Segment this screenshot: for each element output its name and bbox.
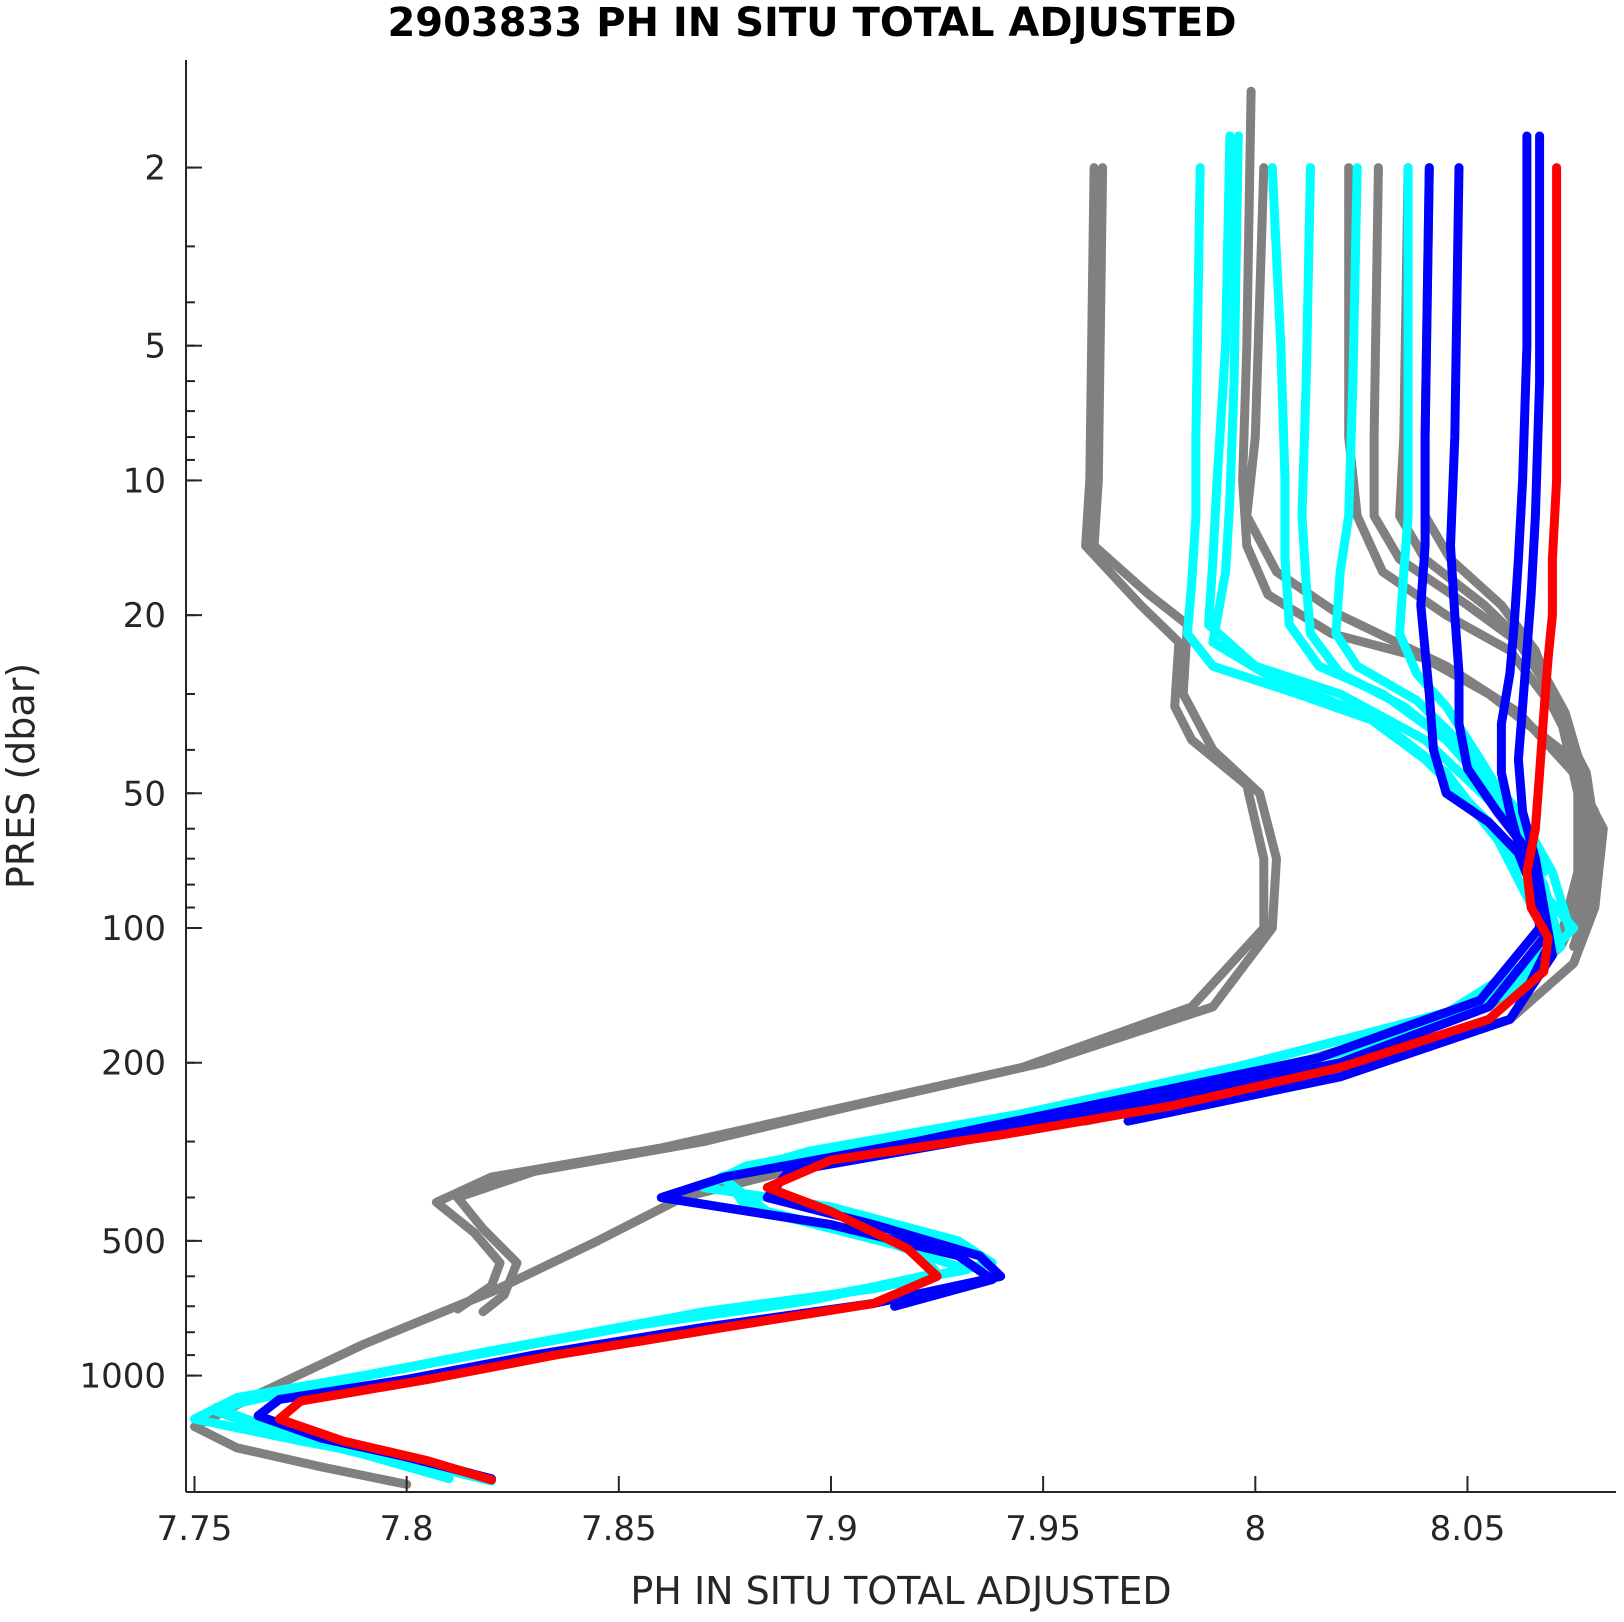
x-axis-label: PH IN SITU TOTAL ADJUSTED <box>630 1569 1171 1613</box>
x-tick-label: 7.8 <box>380 1509 434 1549</box>
profile-line-19 <box>1123 131 1557 1126</box>
y-tick-label: 500 <box>101 1222 166 1262</box>
x-tick-label: 7.75 <box>157 1509 233 1549</box>
x-tick-label: 7.9 <box>804 1509 858 1549</box>
y-tick-label: 1000 <box>79 1357 166 1397</box>
y-axis-label: PRES (dbar) <box>0 663 43 889</box>
y-tick-label: 200 <box>101 1044 166 1084</box>
profile-line-7 <box>1395 163 1591 933</box>
profile-line-1 <box>453 163 1281 1317</box>
x-tick-label: 7.85 <box>581 1509 657 1549</box>
profile-line-11 <box>211 131 1557 1478</box>
x-axis-ticks: 7.75 7.8 7.85 7.9 7.95 8 8.05 <box>157 1476 1506 1549</box>
chart-title: 2903833 PH IN SITU TOTAL ADJUSTED <box>387 0 1236 46</box>
series-layer <box>190 86 1608 1489</box>
y-tick-label: 5 <box>144 327 166 367</box>
y-tick-label: 10 <box>123 461 166 501</box>
profile-line-15 <box>1395 163 1523 827</box>
y-tick-label: 100 <box>101 909 166 949</box>
y-tick-label: 20 <box>123 596 166 636</box>
profile-line-20 <box>274 163 1562 1485</box>
profile-line-3 <box>190 86 1600 1489</box>
profile-line-13 <box>1297 163 1549 877</box>
x-tick-label: 7.95 <box>1005 1509 1081 1549</box>
y-tick-label: 2 <box>144 149 166 189</box>
profile-line-2 <box>431 163 1269 1314</box>
x-tick-label: 8 <box>1244 1509 1266 1549</box>
x-tick-label: 8.05 <box>1430 1509 1506 1549</box>
y-axis-ticks: 2 5 10 20 50 100 200 500 1000 <box>79 149 202 1397</box>
y-tick-label: 50 <box>123 774 166 814</box>
